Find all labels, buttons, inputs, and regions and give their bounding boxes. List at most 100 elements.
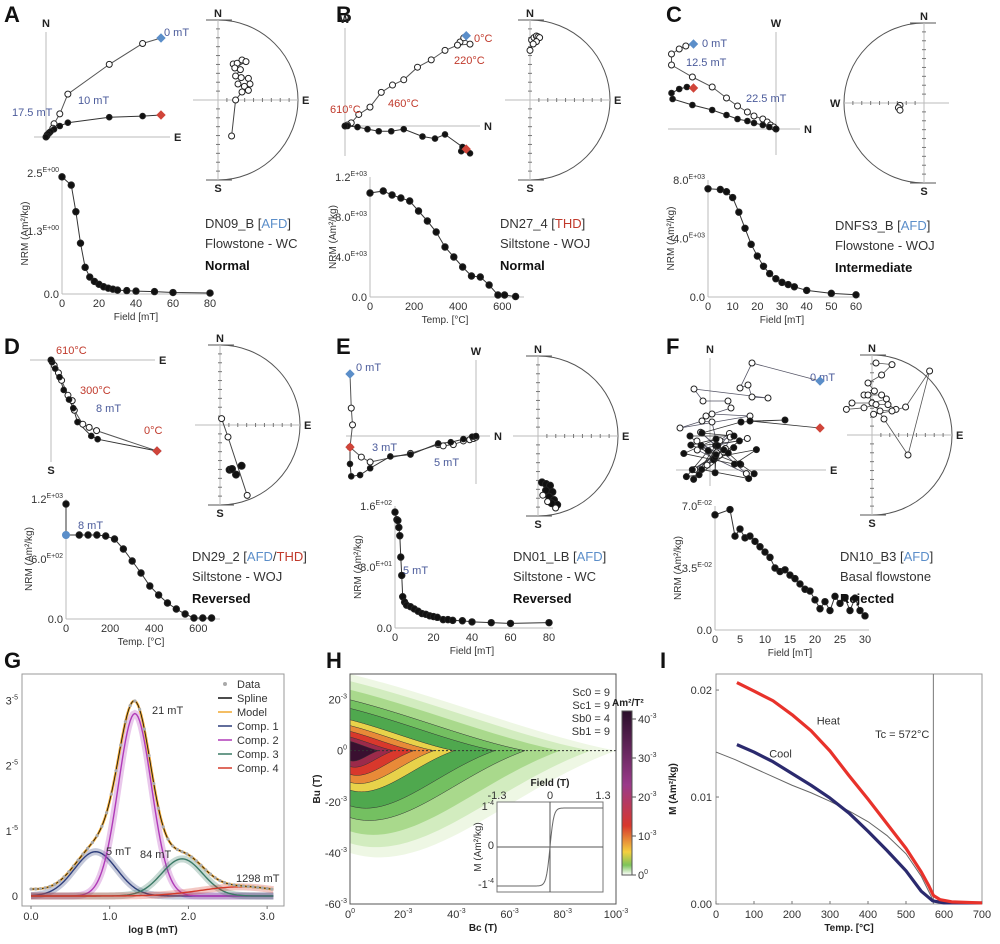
hysteresis-loop [497, 807, 603, 887]
step-annotation: 10 mT [78, 95, 109, 107]
nrm-point [423, 217, 432, 225]
nrm-point [741, 224, 749, 232]
sample-name: DNFS3_B [AFD] [835, 218, 930, 233]
panel-label-A: A [4, 2, 20, 27]
panel-label-G: G [4, 648, 21, 673]
x-tick-label: 0 [705, 301, 711, 313]
nrm-point [388, 191, 396, 199]
sample-info-D: DN29_2 [AFD/THD] Siltstone - WOJ Reversed [192, 549, 307, 606]
horizontal-projection-point [668, 89, 675, 97]
horizontal-projection-point [56, 373, 63, 381]
horizontal-projection-point [687, 441, 695, 449]
x-tick-label: 600 [493, 301, 511, 313]
stereonet-point-upper [228, 132, 236, 140]
nrm-point [746, 532, 754, 540]
y-tick-label: -20-3 [325, 796, 347, 809]
nrm-point [146, 582, 154, 590]
horizontal-projection-point [354, 123, 361, 131]
horizontal-projection-point [750, 119, 758, 127]
vertical-projection-point [56, 110, 64, 118]
panel-label-B: B [336, 2, 352, 27]
nrm-point [861, 612, 869, 620]
data-point [34, 887, 38, 891]
horizontal-projection-point [419, 133, 426, 140]
nrm-point [132, 287, 140, 295]
x-tick-label: 100-3 [604, 908, 629, 921]
horizontal-projection-point [680, 450, 688, 458]
horizontal-projection-point [407, 451, 414, 458]
x-tick-label: 60 [850, 301, 862, 313]
nrm-point [771, 564, 779, 572]
y-tick-label: 0.02 [691, 685, 712, 697]
nrm-point [81, 263, 89, 272]
zijderveld-B: W N 0°C 220°C 460°C 610°C [330, 14, 493, 157]
nrm-point [506, 619, 515, 628]
stereonet-point-upper [218, 415, 226, 423]
data-point [48, 884, 52, 889]
data-point [227, 882, 231, 886]
horizontal-projection-point [356, 471, 364, 479]
zijderveld-F: NE0 mT [676, 344, 837, 486]
stereonet-north-label: N [920, 11, 928, 23]
stereonet-north-label: N [214, 8, 222, 20]
nrm-point [172, 605, 180, 613]
nrm-point [851, 594, 859, 602]
nrm-point [856, 606, 864, 615]
x-axis-title: Bc (T) [469, 923, 497, 934]
x-axis-title: Field [mT] [760, 315, 805, 326]
y-axis-title: NRM (Am²/kg) [673, 536, 684, 600]
nrm-point [731, 532, 739, 540]
vertical-projection-point [748, 393, 756, 401]
legend-marker [223, 682, 227, 686]
nrm-point [86, 273, 94, 281]
axis-direction-label: E [174, 132, 181, 144]
nrm-point [366, 189, 374, 197]
nrm-point [722, 188, 731, 196]
series-heat [736, 681, 983, 905]
nrm-start-horizontal-marker [345, 442, 355, 452]
vertical-projection-point [85, 423, 93, 431]
data-point [95, 833, 99, 838]
nrm-start-horizontal-marker [688, 83, 699, 93]
series-fit [715, 751, 934, 902]
vertical-projection-point [366, 458, 374, 466]
stereonet-point-upper [234, 80, 242, 88]
nrm-point [826, 606, 834, 615]
x-tick-label: 10 [727, 301, 739, 313]
nrm-point [728, 193, 737, 202]
nrm-point [119, 545, 128, 553]
horizontal-projection-point [472, 432, 480, 440]
nrm-point [458, 263, 467, 271]
nrm-point [206, 289, 214, 297]
vertical-projection-point [693, 446, 701, 454]
peak-annotation: 5 mT [106, 846, 131, 858]
inset-y-title: M (Am²/kg) [473, 822, 484, 871]
nrm-point [62, 500, 70, 508]
nrm-point [458, 617, 467, 625]
nrm-point [110, 535, 119, 543]
stereonet-point-upper [864, 379, 872, 387]
series-label-cool: Cool [769, 748, 792, 760]
stereonet-F: N S E [842, 343, 963, 530]
inset-y-tick: 0 [488, 840, 494, 852]
nrm-point [72, 208, 80, 216]
nrm-point [772, 275, 780, 283]
y-axis-title: NRM (Am²/kg) [666, 207, 677, 271]
horizontal-projection-point [139, 112, 146, 120]
horizontal-projection-point [74, 418, 81, 426]
x-tick-label: 0 [367, 301, 373, 313]
stereonet-point-upper [876, 407, 884, 415]
vertical-projection-point [427, 56, 435, 64]
y-tick-label: 1.2E+03 [31, 493, 63, 506]
nrm-point [406, 197, 414, 205]
horizontal-projection-point [441, 131, 449, 138]
stereonet-point-upper [244, 74, 252, 82]
vertical-projection-line [349, 373, 477, 463]
stereonet-north-label: N [216, 333, 224, 345]
horizontal-projection-point [737, 418, 745, 426]
nrm-point [102, 532, 110, 540]
nrm-point [827, 289, 836, 298]
peak-annotation: 21 mT [152, 705, 183, 717]
inset-x-tick: -1.3 [488, 790, 507, 802]
stereonet-point-upper [880, 415, 888, 423]
